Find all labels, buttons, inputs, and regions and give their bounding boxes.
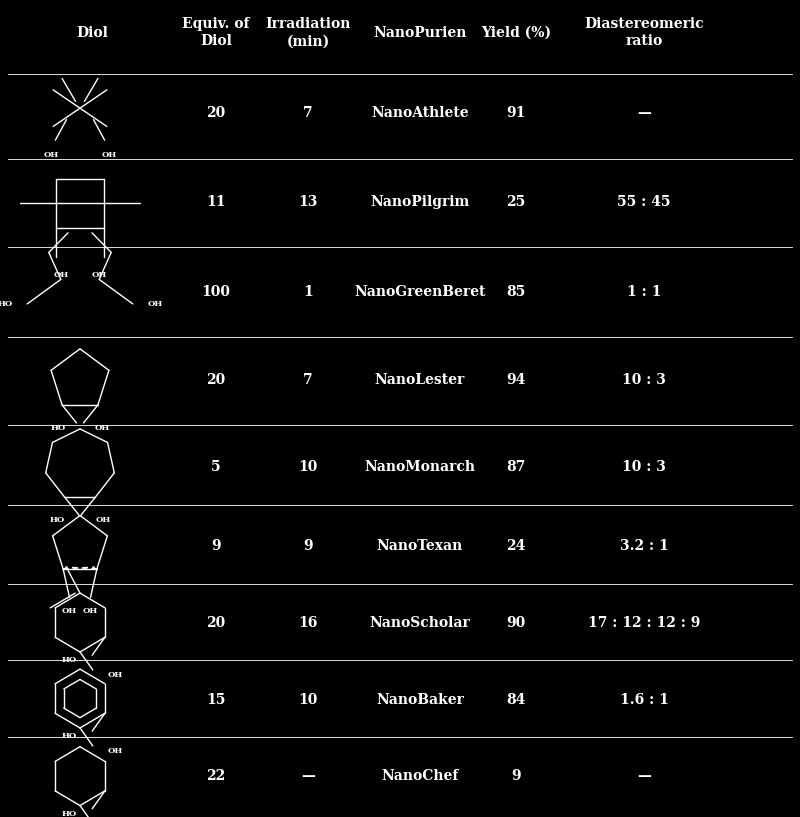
Text: 10: 10 [298, 460, 318, 475]
Text: 13: 13 [298, 194, 318, 209]
Text: OH: OH [91, 270, 107, 279]
Text: Equiv. of
Diol: Equiv. of Diol [182, 17, 250, 48]
Text: 7: 7 [303, 105, 313, 120]
Text: 10 : 3: 10 : 3 [622, 460, 666, 475]
Text: 22: 22 [206, 769, 226, 784]
Text: 87: 87 [506, 460, 526, 475]
Text: OH: OH [147, 300, 162, 308]
Text: NanoMonarch: NanoMonarch [365, 460, 475, 475]
Text: —: — [637, 105, 651, 120]
Text: 7: 7 [303, 373, 313, 387]
Text: 16: 16 [298, 616, 318, 631]
Text: OH: OH [43, 151, 58, 159]
Text: 17 : 12 : 12 : 9: 17 : 12 : 12 : 9 [588, 616, 700, 631]
Text: NanoBaker: NanoBaker [376, 693, 464, 708]
Text: OH: OH [62, 607, 77, 615]
Text: OH: OH [94, 424, 110, 432]
Text: 11: 11 [206, 194, 226, 209]
Text: NanoAthlete: NanoAthlete [371, 105, 469, 120]
Text: 20: 20 [206, 616, 226, 631]
Text: OH: OH [53, 270, 69, 279]
Text: 84: 84 [506, 693, 526, 708]
Text: 55 : 45: 55 : 45 [618, 194, 670, 209]
Text: HO: HO [62, 732, 77, 740]
Text: 90: 90 [506, 616, 526, 631]
Text: 25: 25 [506, 194, 526, 209]
Text: HO: HO [50, 516, 65, 525]
Text: 1: 1 [303, 284, 313, 299]
Text: NanoGreenBeret: NanoGreenBeret [354, 284, 486, 299]
Text: HO: HO [50, 424, 66, 432]
Text: Yield (%): Yield (%) [481, 25, 551, 40]
Text: 15: 15 [206, 693, 226, 708]
Text: OH: OH [108, 747, 123, 755]
Text: 3.2 : 1: 3.2 : 1 [620, 538, 668, 553]
Text: 20: 20 [206, 105, 226, 120]
Text: 9: 9 [511, 769, 521, 784]
Text: NanoChef: NanoChef [382, 769, 458, 784]
Text: 20: 20 [206, 373, 226, 387]
Text: 94: 94 [506, 373, 526, 387]
Text: OH: OH [102, 151, 117, 159]
Text: NanoPurien: NanoPurien [374, 25, 466, 40]
Text: Diastereomeric
ratio: Diastereomeric ratio [584, 17, 704, 48]
Text: 9: 9 [303, 538, 313, 553]
Text: 5: 5 [211, 460, 221, 475]
Text: 1 : 1: 1 : 1 [627, 284, 661, 299]
Text: OH: OH [95, 516, 110, 525]
Text: HO: HO [0, 300, 13, 308]
Text: 10 : 3: 10 : 3 [622, 373, 666, 387]
Text: NanoTexan: NanoTexan [377, 538, 463, 553]
Text: Irradiation
(min): Irradiation (min) [266, 17, 350, 48]
Text: NanoLester: NanoLester [375, 373, 465, 387]
Text: 91: 91 [506, 105, 526, 120]
Text: 10: 10 [298, 693, 318, 708]
Text: HO: HO [62, 810, 77, 817]
Text: OH: OH [108, 671, 123, 679]
Text: Diol: Diol [76, 25, 108, 40]
Text: OH: OH [83, 607, 98, 615]
Text: NanoScholar: NanoScholar [370, 616, 470, 631]
Text: HO: HO [62, 656, 77, 664]
Text: 9: 9 [211, 538, 221, 553]
Text: —: — [301, 769, 315, 784]
Text: NanoPilgrim: NanoPilgrim [370, 194, 470, 209]
Text: 1.6 : 1: 1.6 : 1 [619, 693, 669, 708]
Text: 100: 100 [202, 284, 230, 299]
Text: 85: 85 [506, 284, 526, 299]
Text: —: — [637, 769, 651, 784]
Text: 24: 24 [506, 538, 526, 553]
